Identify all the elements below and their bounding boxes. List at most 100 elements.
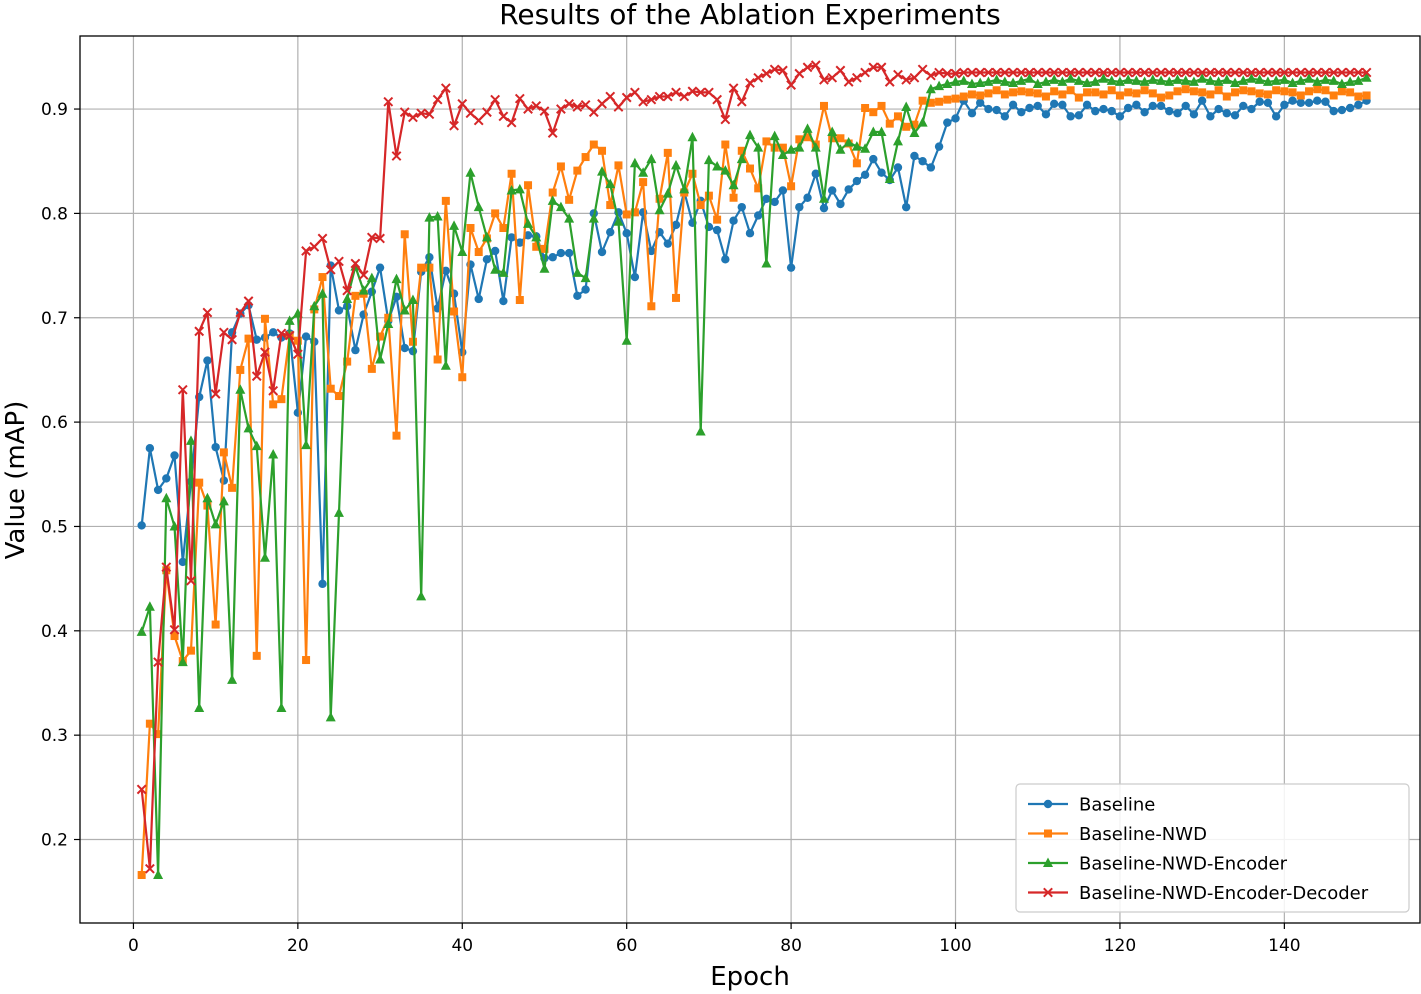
data-point xyxy=(695,425,706,436)
data-point xyxy=(1017,87,1026,96)
y-tick-label: 0.6 xyxy=(41,413,68,433)
data-point xyxy=(1205,75,1216,85)
data-point xyxy=(852,176,862,186)
legend-item: Baseline-NWD xyxy=(1028,824,1207,845)
data-point xyxy=(276,702,287,713)
y-tick-label: 0.2 xyxy=(41,831,68,851)
data-point xyxy=(465,167,476,177)
data-point xyxy=(810,142,821,152)
data-point xyxy=(318,579,327,589)
data-point xyxy=(466,224,475,233)
data-point xyxy=(909,127,920,138)
data-point xyxy=(893,69,903,80)
data-point xyxy=(482,255,492,264)
data-point xyxy=(498,111,509,122)
data-point xyxy=(1238,75,1249,85)
data-point xyxy=(1066,86,1075,95)
data-point xyxy=(153,485,163,495)
data-point xyxy=(1123,74,1134,84)
data-point xyxy=(1041,92,1050,101)
data-point xyxy=(325,711,336,722)
data-point xyxy=(1321,97,1330,106)
data-point xyxy=(408,346,418,356)
data-point xyxy=(1288,96,1297,105)
data-point xyxy=(383,318,394,329)
data-point xyxy=(1304,67,1314,78)
data-point xyxy=(630,208,639,217)
data-point xyxy=(1279,67,1290,78)
data-point xyxy=(836,199,845,209)
data-point xyxy=(638,96,649,107)
data-point xyxy=(1221,74,1232,84)
data-point xyxy=(1114,76,1125,86)
data-point xyxy=(392,431,401,440)
data-point xyxy=(1321,86,1330,95)
data-point xyxy=(729,193,738,202)
data-point xyxy=(721,255,730,264)
data-point xyxy=(728,83,739,94)
data-point xyxy=(1230,67,1240,78)
data-point xyxy=(1041,67,1051,78)
data-point xyxy=(687,86,698,97)
data-point xyxy=(449,120,459,131)
data-point xyxy=(1147,67,1158,78)
data-point xyxy=(293,336,302,345)
data-point xyxy=(1279,74,1290,84)
data-point xyxy=(984,89,993,98)
data-point xyxy=(1148,89,1157,98)
data-point xyxy=(424,109,435,120)
data-point xyxy=(1032,67,1043,78)
data-point xyxy=(1008,100,1018,110)
data-point xyxy=(802,62,813,73)
data-point xyxy=(811,169,820,178)
data-point xyxy=(1066,112,1075,121)
data-point xyxy=(925,70,936,81)
data-point xyxy=(728,179,739,190)
data-point xyxy=(203,356,212,365)
legend-swatch-marker xyxy=(1043,887,1053,898)
legend: Baseline Baseline-NWD Baseline-NWD-Encoder… xyxy=(1015,783,1410,913)
data-point xyxy=(524,181,533,190)
data-point xyxy=(1362,91,1371,100)
data-point xyxy=(1313,85,1322,94)
data-point xyxy=(943,118,952,127)
data-point xyxy=(532,242,541,251)
data-point xyxy=(1123,67,1134,78)
data-point xyxy=(375,263,385,272)
data-point xyxy=(556,162,565,171)
data-point xyxy=(868,126,879,137)
data-point xyxy=(810,60,821,71)
data-point xyxy=(490,246,500,256)
data-point xyxy=(358,270,369,280)
data-point xyxy=(926,163,936,172)
data-point xyxy=(958,75,969,85)
data-point xyxy=(219,476,229,485)
data-point xyxy=(1139,67,1150,78)
data-point xyxy=(1057,76,1068,86)
data-point xyxy=(334,392,343,401)
data-point xyxy=(983,76,994,86)
data-point xyxy=(991,74,1002,84)
data-point xyxy=(629,157,640,168)
data-point xyxy=(170,451,179,460)
data-point xyxy=(441,196,450,205)
data-point xyxy=(975,98,985,107)
data-point xyxy=(1033,101,1042,111)
data-point xyxy=(1206,112,1215,121)
data-point xyxy=(613,216,624,226)
y-tick-label: 0.4 xyxy=(41,622,68,642)
data-point xyxy=(703,154,714,165)
data-point xyxy=(1025,103,1034,113)
data-point xyxy=(992,105,1001,115)
data-point xyxy=(802,123,813,133)
data-point xyxy=(384,313,393,322)
data-point xyxy=(473,201,484,212)
data-point xyxy=(539,106,550,117)
data-point xyxy=(572,102,583,112)
data-point xyxy=(588,107,599,118)
data-point xyxy=(218,495,229,506)
data-point xyxy=(1099,90,1108,99)
data-point xyxy=(317,288,328,298)
data-point xyxy=(1157,93,1166,102)
data-point xyxy=(433,355,442,364)
